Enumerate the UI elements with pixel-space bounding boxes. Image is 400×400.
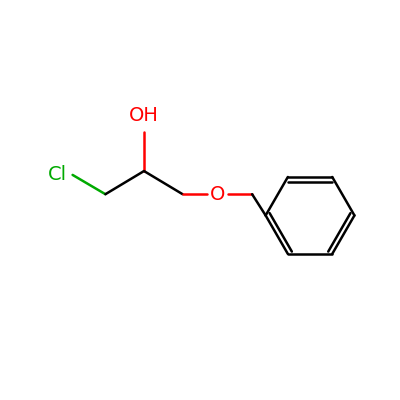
Text: O: O — [210, 185, 225, 204]
Text: Cl: Cl — [48, 166, 67, 184]
Text: OH: OH — [129, 106, 159, 125]
